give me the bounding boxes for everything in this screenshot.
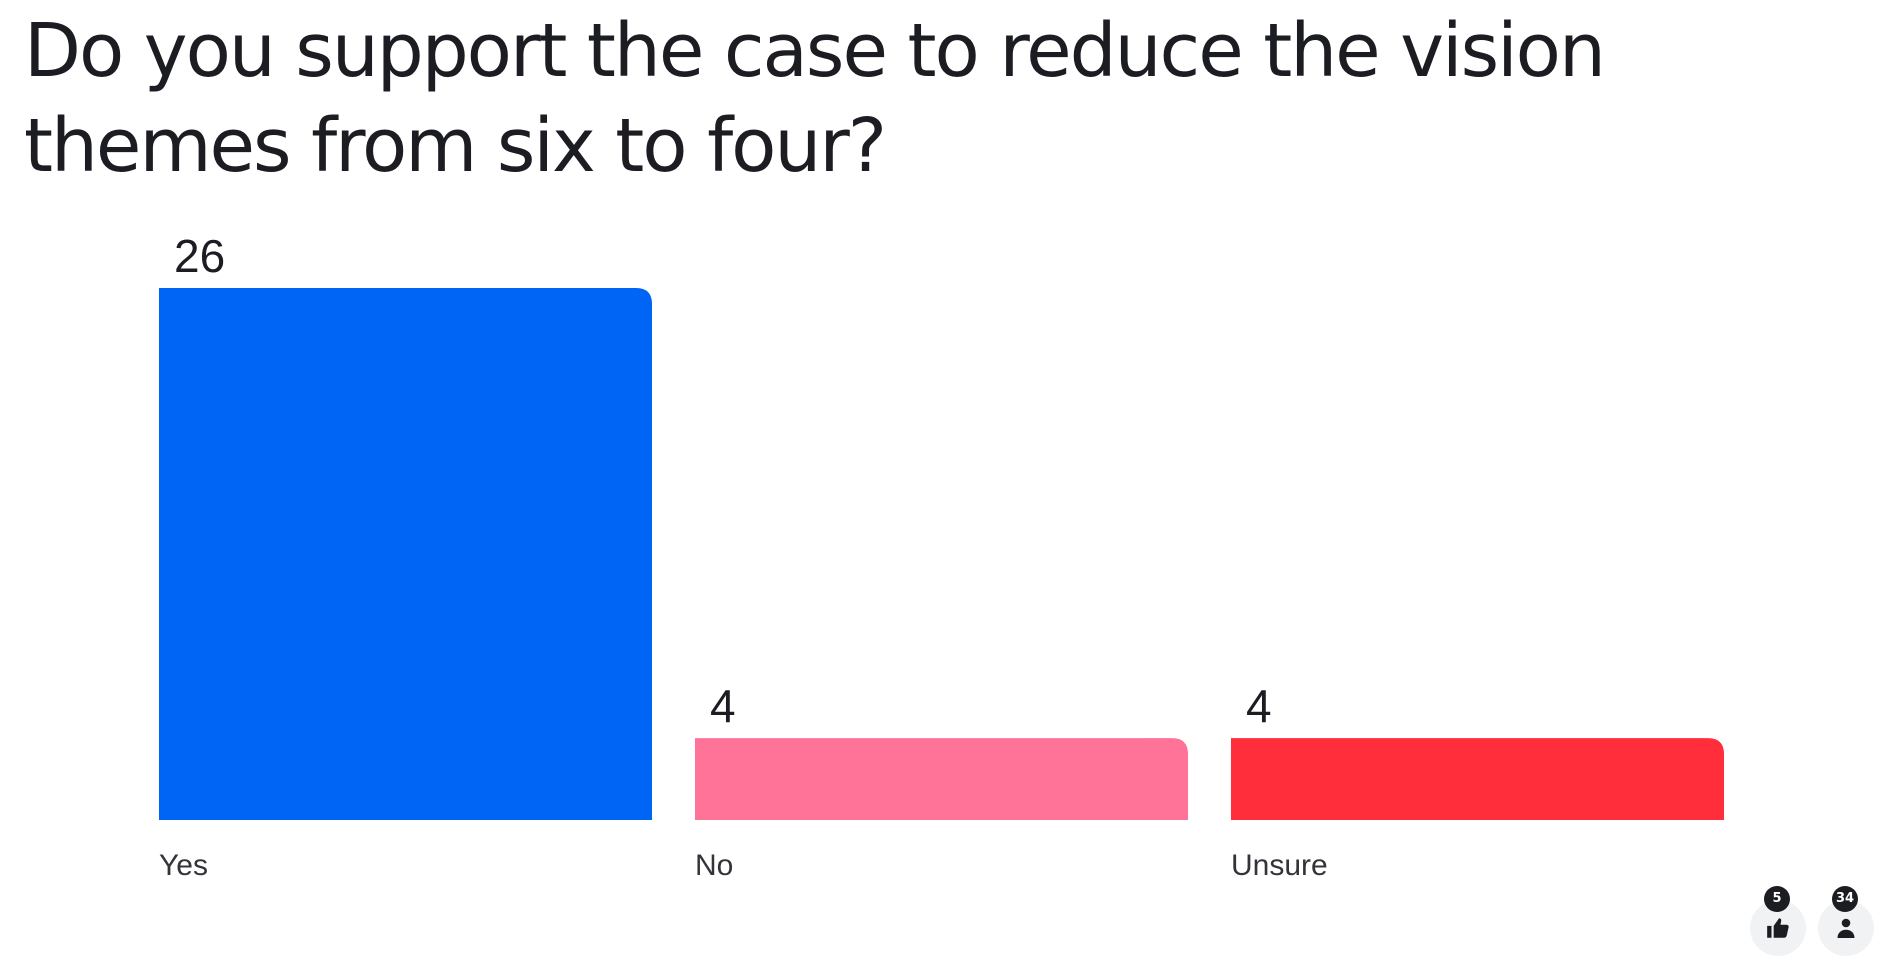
- value-label-no: 4: [710, 680, 736, 732]
- reactions-stat[interactable]: 5: [1750, 886, 1814, 956]
- person-icon: [1837, 918, 1855, 938]
- participants-stat[interactable]: 34: [1818, 886, 1882, 956]
- participants-count-badge: 34: [1832, 886, 1858, 912]
- bar-no: [695, 738, 1188, 820]
- reactions-count-badge: 5: [1764, 886, 1790, 912]
- bar-chart: 26 Yes 4 No 4 Unsure: [159, 230, 1724, 882]
- value-label-yes: 26: [174, 230, 225, 282]
- page-title: Do you support the case to reduce the vi…: [24, 8, 1606, 189]
- category-label-yes: Yes: [159, 849, 208, 882]
- thumbs-up-icon: [1767, 918, 1789, 938]
- participants-button[interactable]: [1818, 900, 1874, 956]
- bar-yes: [159, 288, 652, 820]
- category-label-unsure: Unsure: [1231, 849, 1328, 882]
- bar-unsure: [1231, 738, 1724, 820]
- value-label-unsure: 4: [1246, 680, 1272, 732]
- category-label-no: No: [695, 849, 733, 882]
